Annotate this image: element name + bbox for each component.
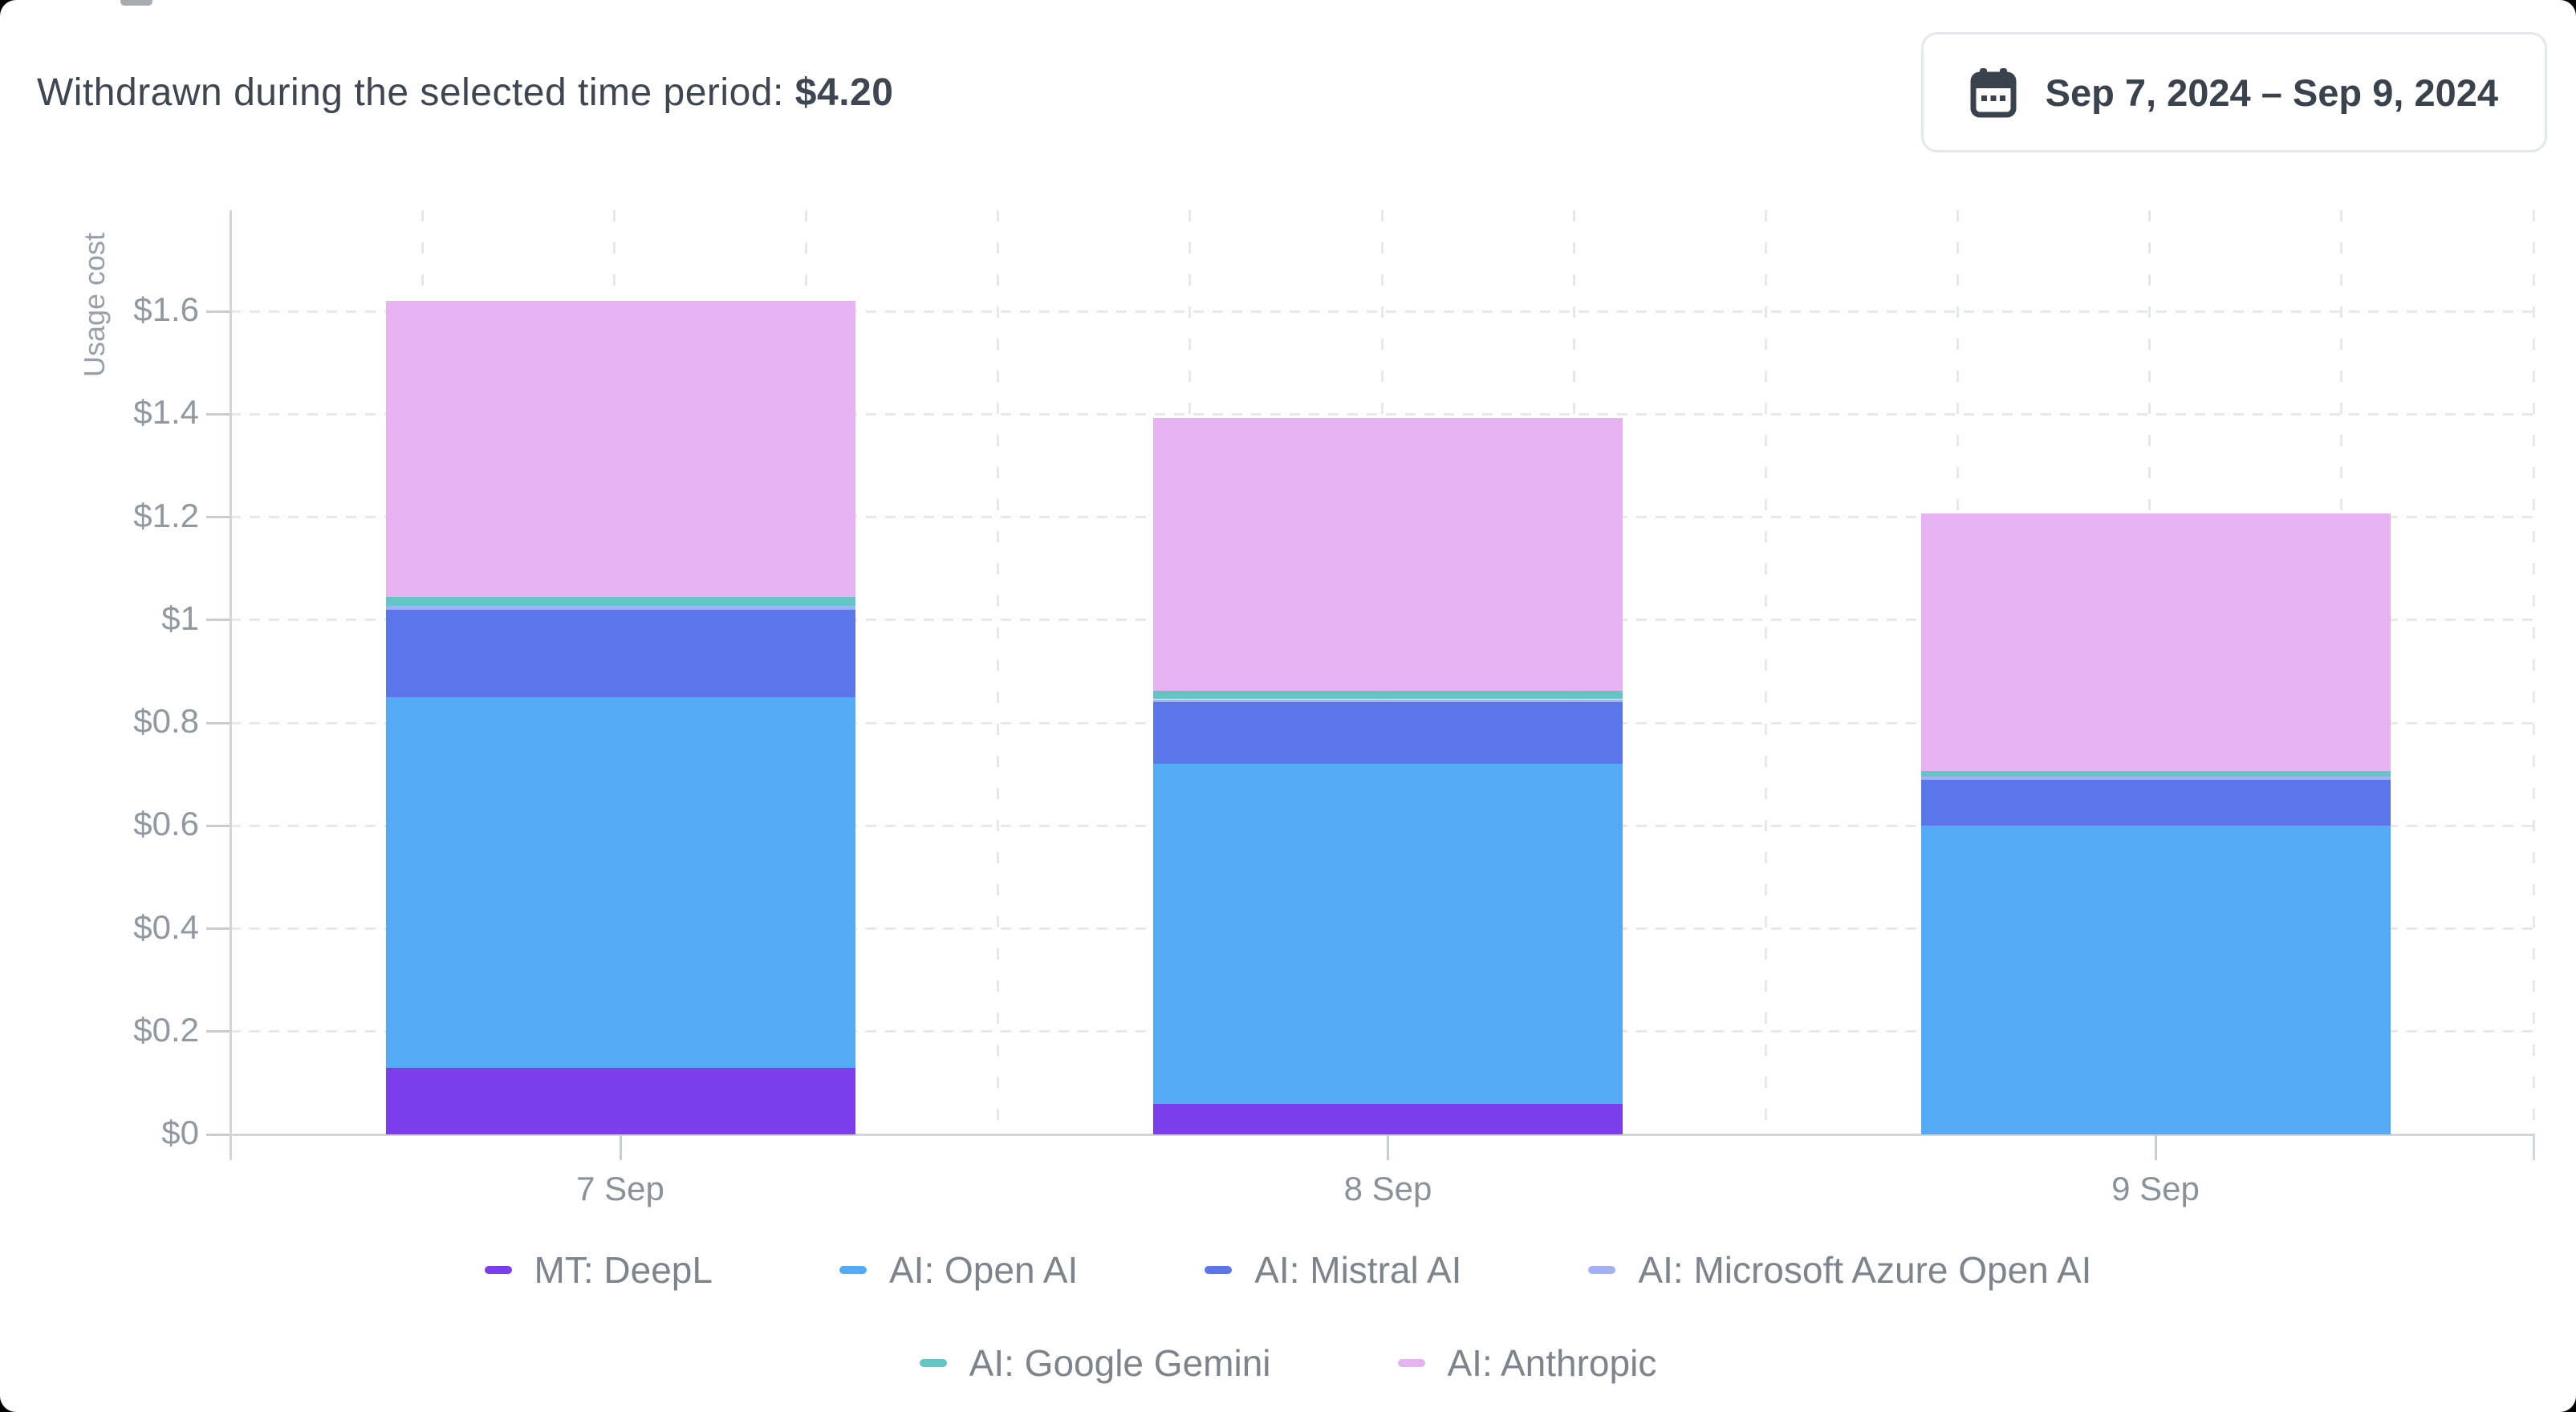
- y-axis-tick: [206, 824, 230, 827]
- legend-swatch-icon: [1205, 1266, 1233, 1274]
- calendar-icon: [1970, 68, 2017, 118]
- legend-item-label: AI: Google Gemini: [969, 1342, 1271, 1384]
- legend-swatch-icon: [839, 1266, 867, 1274]
- bar-segment-ai-open-ai-8-sep[interactable]: [1153, 764, 1623, 1104]
- legend-swatch-icon: [1397, 1359, 1425, 1367]
- y-axis-tick: [206, 310, 230, 313]
- y-axis-tick: [206, 1133, 230, 1136]
- legend-item-mt-deepl[interactable]: MT: DeepL: [484, 1248, 713, 1292]
- bar-segment-ai-anthropic-7-sep[interactable]: [385, 301, 855, 597]
- legend-item-ai-mistral-ai[interactable]: AI: Mistral AI: [1205, 1248, 1461, 1292]
- bar-segment-ai-google-gemini-9-sep[interactable]: [1920, 770, 2391, 777]
- y-tick-label: $0: [161, 1114, 199, 1151]
- legend-item-label: AI: Mistral AI: [1254, 1249, 1462, 1291]
- y-tick-label: $1: [161, 598, 199, 637]
- x-tick-label: 7 Sep: [576, 1170, 664, 1207]
- date-range-button[interactable]: Sep 7, 2024 – Sep 9, 2024: [1920, 32, 2547, 152]
- gridline-horizontal: [230, 310, 2533, 313]
- withdrawn-summary-label: Withdrawn during the selected time perio…: [37, 71, 784, 114]
- y-tick-label: $0.2: [133, 1010, 199, 1049]
- y-axis-tick: [206, 516, 230, 518]
- legend-item-label: MT: DeepL: [534, 1249, 713, 1291]
- y-axis-tick: [206, 619, 230, 622]
- bar-segment-ai-microsoft-azure-open-ai-7-sep[interactable]: [385, 605, 855, 610]
- legend-swatch-icon: [484, 1266, 512, 1274]
- clipped-element-artifact: [120, 0, 152, 6]
- y-tick-label: $0.6: [133, 805, 199, 843]
- y-axis-tick: [206, 1030, 230, 1033]
- legend-row: AI: Google Gemini AI: Anthropic: [919, 1341, 1657, 1385]
- y-axis-tick: [206, 721, 230, 724]
- gridline-vertical: [997, 210, 1000, 1134]
- gridline-vertical: [1764, 210, 1767, 1134]
- gridline-horizontal: [230, 412, 2533, 416]
- y-tick-label: $0.8: [133, 702, 199, 740]
- legend-item-ai-microsoft-azure-open-ai[interactable]: AI: Microsoft Azure Open AI: [1588, 1248, 2091, 1292]
- bar-segment-ai-mistral-ai-8-sep[interactable]: [1153, 702, 1623, 765]
- x-tick-label: 9 Sep: [2111, 1170, 2200, 1207]
- y-axis-line: [229, 210, 232, 1160]
- x-axis-tick: [2154, 1134, 2157, 1160]
- bar-segment-ai-anthropic-8-sep[interactable]: [1153, 418, 1623, 692]
- x-tick-label: 8 Sep: [1343, 1170, 1432, 1207]
- legend-swatch-icon: [919, 1359, 947, 1367]
- withdrawn-summary: Withdrawn during the selected time perio…: [37, 71, 893, 115]
- bar-segment-ai-mistral-ai-7-sep[interactable]: [385, 609, 855, 697]
- y-tick-label: $1.2: [133, 496, 199, 534]
- legend-item-label: AI: Open AI: [888, 1249, 1079, 1291]
- legend-row: MT: DeepL AI: Open AI AI: Mistral AI AI: Mi…: [484, 1248, 2091, 1292]
- legend-item-label: AI: Microsoft Azure Open AI: [1638, 1249, 2092, 1291]
- y-tick-label: $1.6: [133, 290, 199, 328]
- bar-segment-ai-google-gemini-8-sep[interactable]: [1153, 691, 1623, 700]
- bar-segment-ai-open-ai-7-sep[interactable]: [385, 696, 855, 1068]
- y-axis-tick: [206, 412, 230, 416]
- y-axis-tick: [206, 927, 230, 930]
- bar-segment-ai-anthropic-9-sep[interactable]: [1920, 513, 2391, 771]
- withdrawn-summary-value: $4.20: [794, 71, 894, 114]
- legend-item-label: AI: Anthropic: [1447, 1342, 1657, 1384]
- legend-item-ai-open-ai[interactable]: AI: Open AI: [839, 1248, 1078, 1292]
- bar-segment-ai-microsoft-azure-open-ai-9-sep[interactable]: [1920, 777, 2391, 780]
- chart-legend: MT: DeepL AI: Open AI AI: Mistral AI AI: Mi…: [0, 1248, 2576, 1385]
- gridline-vertical: [2532, 210, 2535, 1134]
- x-axis-tick: [1387, 1134, 1389, 1160]
- x-axis-right-cap: [2532, 1134, 2535, 1160]
- bar-segment-ai-mistral-ai-9-sep[interactable]: [1920, 779, 2391, 826]
- bar-segment-ai-open-ai-9-sep[interactable]: [1920, 826, 2391, 1134]
- y-tick-label: $0.4: [133, 907, 199, 946]
- bar-segment-ai-google-gemini-7-sep[interactable]: [385, 596, 855, 606]
- legend-swatch-icon: [1588, 1266, 1616, 1274]
- date-range-label: Sep 7, 2024 – Sep 9, 2024: [2045, 71, 2498, 114]
- bar-segment-mt-deepl-7-sep[interactable]: [385, 1067, 855, 1134]
- legend-item-ai-google-gemini[interactable]: AI: Google Gemini: [919, 1341, 1271, 1385]
- x-axis-line: [229, 1133, 2535, 1136]
- x-axis-tick: [619, 1134, 622, 1160]
- bar-segment-mt-deepl-8-sep[interactable]: [1153, 1103, 1623, 1134]
- bar-segment-ai-microsoft-azure-open-ai-8-sep[interactable]: [1153, 699, 1623, 703]
- legend-item-ai-anthropic[interactable]: AI: Anthropic: [1397, 1341, 1657, 1385]
- y-tick-label: $1.4: [133, 393, 199, 432]
